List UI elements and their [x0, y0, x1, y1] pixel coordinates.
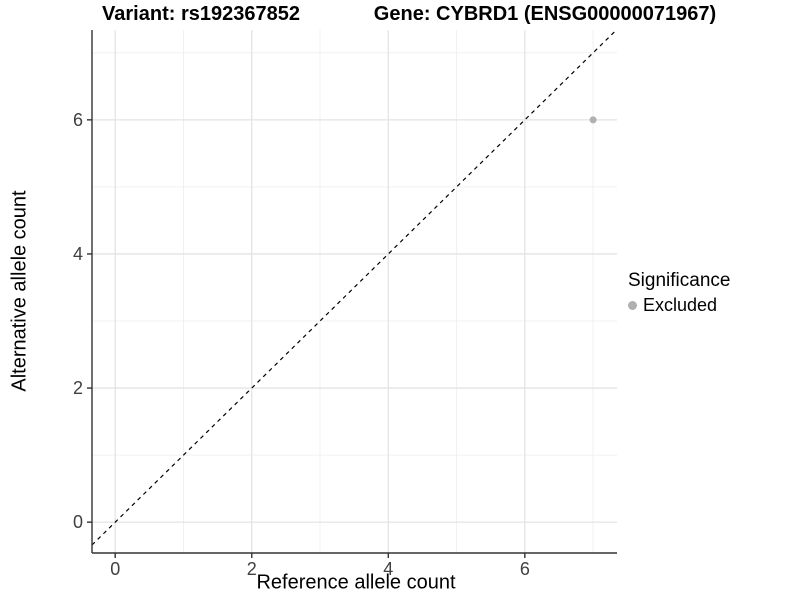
x-tick-label: 2: [247, 559, 257, 579]
legend-item: Excluded: [628, 295, 730, 316]
legend-title: Significance: [628, 270, 731, 291]
plot-title-variant: Variant: rs192367852: [102, 3, 300, 25]
legend-dot-icon: [628, 301, 637, 310]
identity-line: [91, 29, 617, 546]
x-tick-label: 0: [110, 559, 120, 579]
x-axis-title: Reference allele count: [256, 571, 456, 594]
plot-title-gene: Gene: CYBRD1 (ENSG00000071967): [373, 3, 717, 25]
y-tick-label: 4: [73, 244, 83, 264]
legend-item-label: Excluded: [643, 295, 718, 315]
y-tick-label: 2: [73, 378, 83, 398]
x-tick-label: 4: [383, 559, 393, 579]
y-tick-label: 0: [73, 512, 83, 532]
y-axis-title: Alternative allele count: [8, 190, 31, 392]
y-tick-label: 6: [73, 110, 83, 130]
data-point: [589, 116, 597, 124]
x-tick-label: 6: [520, 559, 530, 579]
legend: Significance Excluded: [628, 270, 730, 316]
